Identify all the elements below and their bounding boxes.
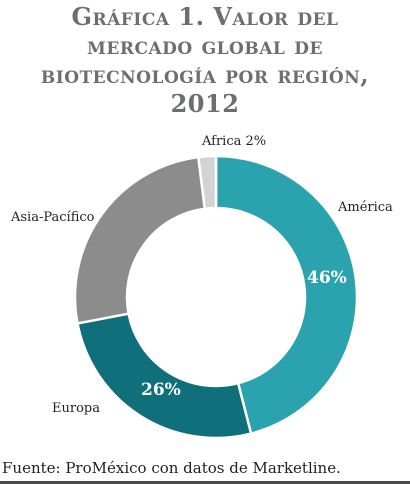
- slice-label-asia-pacifico: Asia-Pacífico: [10, 210, 95, 225]
- chart-title: Gráfica 1. Valor del mercado global de b…: [0, 2, 410, 118]
- slice-value-europa: 26%: [141, 380, 181, 400]
- donut-chart: América Europa Asia-Pacífico Africa 2% 4…: [10, 134, 393, 440]
- chart-title-line-2: mercado global de: [87, 31, 323, 60]
- slice-américa: [214, 154, 359, 436]
- slice-asia-pacífico: [73, 155, 207, 325]
- slice-label-america: América: [337, 200, 393, 215]
- source-note: Fuente: ProMéxico con datos de Marketlin…: [2, 459, 341, 477]
- donut-slices: [73, 154, 359, 440]
- chart-title-line-1: Gráfica 1. Valor del: [71, 2, 339, 31]
- chart-title-line-4: 2012: [170, 89, 240, 118]
- slice-value-america: 46%: [307, 268, 347, 288]
- slice-europa: [76, 312, 253, 440]
- slice-label-africa: Africa 2%: [201, 134, 266, 149]
- bottom-rule: [0, 481, 410, 484]
- slice-label-europa: Europa: [52, 401, 100, 416]
- chart-title-line-3: biotecnología por región,: [40, 60, 370, 89]
- slice-africa-2: [196, 154, 218, 211]
